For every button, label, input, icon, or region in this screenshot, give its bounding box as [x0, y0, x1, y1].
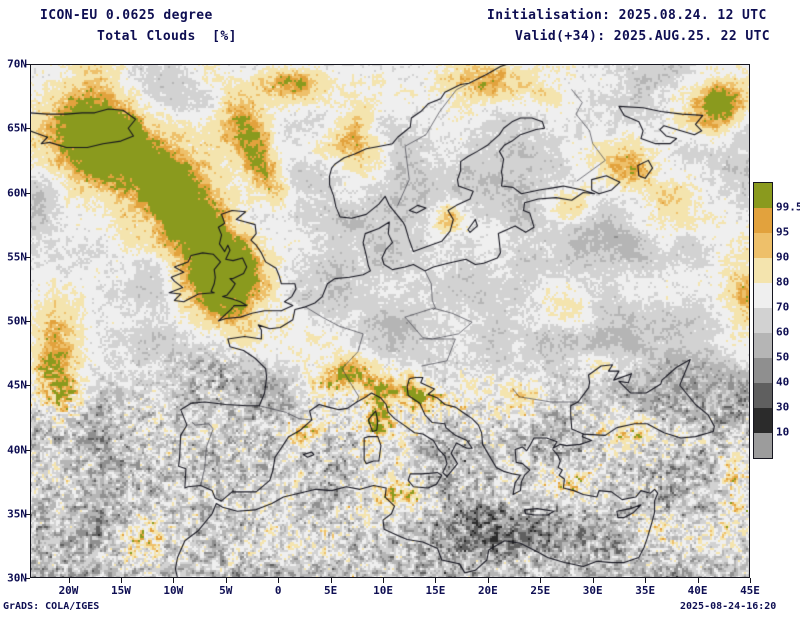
- grads-credit: GrADS: COLA/IGES: [3, 601, 100, 612]
- x-axis-label: 25E: [530, 584, 551, 597]
- x-tick: [278, 578, 280, 583]
- valid-time: Valid(+34): 2025.AUG.25. 22 UTC: [515, 29, 771, 44]
- y-tick: [25, 449, 30, 451]
- x-axis-label: 10W: [163, 584, 184, 597]
- colorbar-label: 95: [776, 225, 790, 239]
- colorbar-label: 80: [776, 275, 790, 289]
- model-title: ICON-EU 0.0625 degree: [40, 8, 213, 23]
- y-axis-label: 30N: [7, 571, 27, 585]
- colorbar-label: 10: [776, 425, 790, 439]
- y-tick: [25, 256, 30, 258]
- x-axis-label: 20E: [477, 584, 498, 597]
- x-tick: [645, 578, 647, 583]
- x-tick: [173, 578, 175, 583]
- x-tick: [697, 578, 699, 583]
- colorbar: [753, 182, 773, 459]
- colorbar-segment: [754, 333, 772, 358]
- x-axis-label: 40E: [687, 584, 708, 597]
- colorbar-segment: [754, 258, 772, 283]
- x-axis-label: 45E: [740, 584, 760, 597]
- colorbar-segment: [754, 233, 772, 258]
- x-tick: [330, 578, 332, 583]
- x-axis-label: 15W: [110, 584, 131, 597]
- y-tick: [25, 321, 30, 322]
- colorbar-label: 99.5: [776, 200, 800, 214]
- x-tick: [750, 578, 751, 583]
- x-tick: [383, 578, 385, 583]
- colorbar-segment: [754, 383, 772, 408]
- x-axis-label: 0: [274, 584, 282, 597]
- x-tick: [225, 578, 227, 583]
- x-tick: [68, 578, 70, 583]
- colorbar-segment: [754, 283, 772, 308]
- y-axis-label: 60N: [7, 186, 27, 199]
- map-area: [30, 64, 750, 578]
- y-axis-label: 35N: [7, 507, 27, 521]
- colorbar-label: 50: [776, 350, 790, 364]
- x-axis-label: 5W: [219, 584, 233, 597]
- x-tick: [592, 578, 594, 583]
- generation-timestamp: 2025-08-24-16:20: [680, 601, 777, 612]
- x-axis-label: 20W: [58, 584, 79, 597]
- variable-title: Total Clouds [%]: [97, 29, 237, 44]
- x-tick: [487, 578, 489, 583]
- colorbar-segment: [754, 208, 772, 233]
- y-tick: [25, 192, 30, 194]
- x-tick: [120, 578, 122, 583]
- colorbar-label: 30: [776, 400, 790, 414]
- x-axis-label: 5E: [323, 584, 338, 597]
- y-axis-label: 70N: [7, 57, 27, 71]
- colorbar-segment: [754, 433, 772, 458]
- colorbar-segment: [754, 408, 772, 433]
- x-axis-label: 35E: [635, 584, 656, 597]
- y-tick: [25, 513, 30, 515]
- x-tick: [540, 578, 542, 583]
- x-axis-label: 15E: [425, 584, 446, 597]
- y-axis-label: 40N: [7, 443, 27, 456]
- cloud-field-canvas: [30, 64, 750, 578]
- colorbar-label: 90: [776, 250, 790, 264]
- y-tick: [25, 578, 30, 579]
- initialisation-time: Initialisation: 2025.08.24. 12 UTC: [487, 8, 767, 23]
- colorbar-label: 60: [776, 325, 790, 339]
- y-axis-label: 45N: [7, 378, 27, 392]
- colorbar-segment: [754, 358, 772, 383]
- y-axis-label: 55N: [7, 250, 27, 264]
- y-axis-label: 65N: [7, 121, 27, 135]
- y-tick: [25, 128, 30, 130]
- colorbar-label: 40: [776, 375, 790, 389]
- x-axis-label: 30E: [582, 584, 603, 597]
- x-axis-label: 10E: [373, 584, 393, 597]
- colorbar-label: 70: [776, 300, 790, 314]
- y-tick: [25, 385, 30, 387]
- x-tick: [435, 578, 437, 583]
- colorbar-segment: [754, 308, 772, 333]
- y-tick: [25, 64, 30, 65]
- y-axis-label: 50N: [7, 314, 27, 328]
- colorbar-segment: [754, 183, 772, 208]
